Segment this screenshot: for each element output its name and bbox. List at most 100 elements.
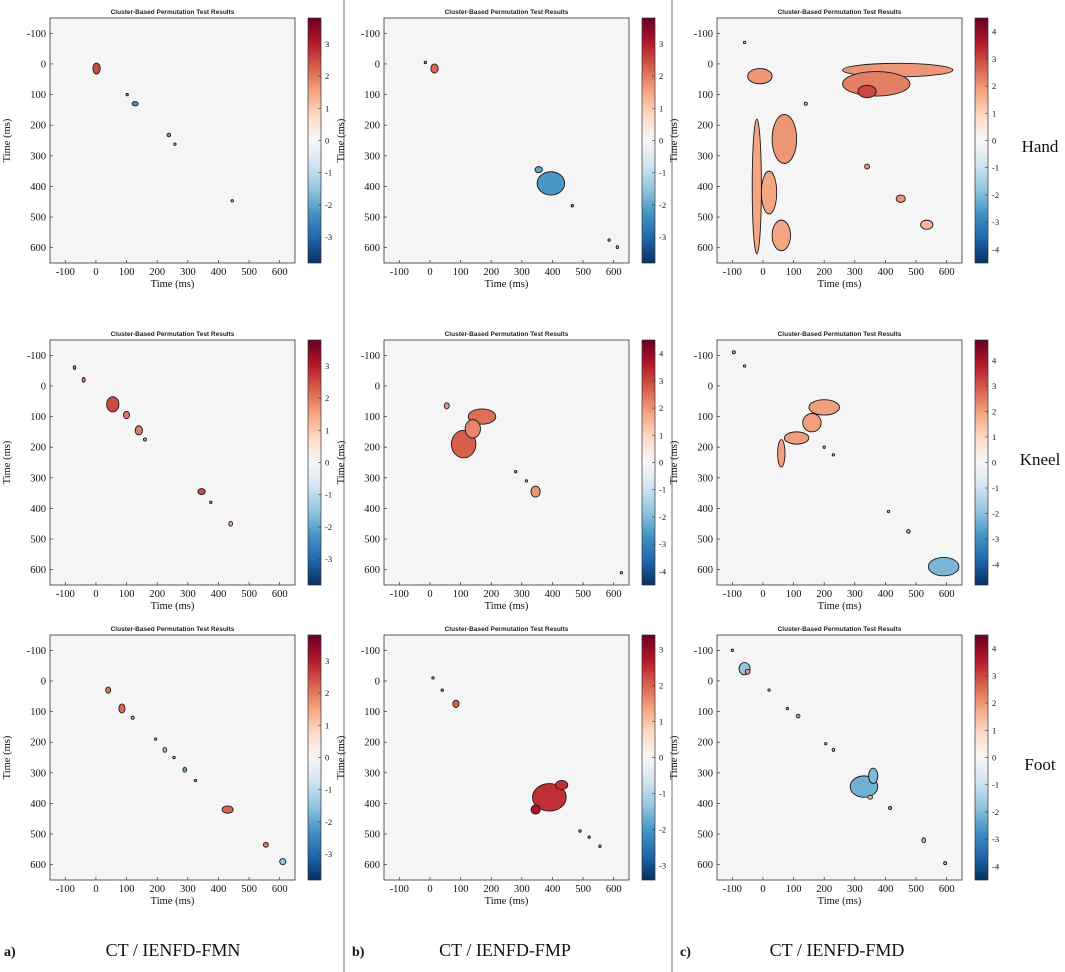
panels: -100 0 100 200 300 400 500 600-1000100200300400… [2, 9, 1000, 907]
colorbar-tick-label: -3 [992, 217, 999, 227]
figure-labels: Hand Kneel Foot a) b) c) CT / IENFD-FMN CT / IE… [4, 137, 1061, 960]
plot-area [50, 340, 295, 585]
plot-title: Cluster-Based Permutation Test Results [445, 626, 569, 633]
axes-frame [49, 634, 296, 881]
cluster-4 [767, 688, 771, 692]
cluster-4 [802, 413, 822, 433]
y-tick-label: 300 [697, 768, 713, 779]
x-axis-label: Time (ms) [485, 601, 529, 612]
axes-frame [383, 339, 630, 586]
cluster-7 [822, 445, 826, 449]
x-tick-label: 500 [908, 589, 924, 600]
y-tick-label: 200 [30, 443, 46, 454]
y-tick-label: 600 [364, 565, 380, 576]
clusters [92, 62, 234, 203]
cluster-10 [920, 219, 934, 230]
cluster-7 [524, 479, 529, 483]
colorbar-tick-label: 2 [659, 680, 663, 690]
x-tick-label: 300 [514, 884, 530, 895]
cluster-2 [423, 60, 428, 65]
x-tick-label: 200 [149, 589, 165, 600]
cluster-5 [162, 746, 168, 753]
y-tick-label: 400 [697, 504, 713, 515]
x-axis-label: Time (ms) [151, 601, 195, 612]
cluster-4 [443, 402, 450, 410]
plot-title: Cluster-Based Permutation Test Results [445, 331, 569, 338]
x-tick-label: 500 [241, 589, 257, 600]
cluster-8 [209, 500, 213, 504]
cluster-6 [172, 755, 176, 760]
cluster-6 [514, 470, 518, 474]
y-tick-label: 400 [697, 182, 713, 193]
clusters [423, 60, 620, 250]
column-dividers [343, 0, 673, 972]
y-tick-label: 0 [41, 381, 46, 392]
x-tick-label: 100 [453, 589, 469, 600]
y-tick-label: 500 [30, 213, 46, 224]
x-tick-label: 100 [119, 589, 135, 600]
x-tick-label: 400 [545, 884, 561, 895]
y-tick-label: 0 [708, 59, 713, 70]
x-tick-label: 300 [514, 589, 530, 600]
y-tick-label: 0 [375, 676, 380, 687]
x-tick-label: -100 [56, 267, 75, 278]
x-tick-label: 0 [760, 884, 765, 895]
x-tick-label: -100 [390, 589, 409, 600]
colorbar-tick-label: -1 [992, 163, 999, 173]
y-tick-label: 400 [364, 504, 380, 515]
y-tick-label: 100 [697, 412, 713, 423]
axes-frame [716, 339, 963, 586]
heatmap-c-kneel: -100 0 100 200 300 400 500 600 -100 0 100 200 300 400… [669, 331, 1000, 612]
x-tick-label: 0 [93, 589, 98, 600]
x-tick-label: 400 [878, 589, 894, 600]
cluster-4 [154, 737, 158, 741]
x-tick-label: 200 [483, 884, 499, 895]
cluster-3 [857, 84, 877, 99]
x-tick-label: 200 [483, 267, 499, 278]
cluster-6 [777, 439, 786, 468]
y-tick-label: 600 [697, 860, 713, 871]
cluster-1 [731, 350, 736, 355]
x-axis-label: Time (ms) [818, 279, 862, 290]
y-tick-label: 100 [30, 412, 46, 423]
column-title-1: CT / IENFD-FMN [106, 940, 241, 960]
cluster-7 [824, 742, 828, 746]
colorbar-tick-label: -1 [992, 780, 999, 790]
colorbar-tick-label: -3 [325, 232, 332, 242]
colorbar-tick-label: 1 [992, 725, 996, 735]
y-tick-label: 600 [364, 860, 380, 871]
plot-title: Cluster-Based Permutation Test Results [778, 331, 902, 338]
y-tick-label: 300 [697, 151, 713, 162]
cluster-14 [943, 861, 948, 866]
cluster-13 [921, 837, 927, 844]
cluster-10 [868, 767, 879, 784]
y-tick-label: 500 [364, 830, 380, 841]
y-tick-label: 200 [364, 443, 380, 454]
x-tick-label: 400 [211, 884, 227, 895]
y-tick-label: 300 [364, 768, 380, 779]
colorbar-tick-label: -3 [992, 534, 999, 544]
heatmap-b-kneel: -100 0 100 200 300 400 500 600 -100 0 100 200 300 400… [336, 331, 667, 612]
y-tick-label: -100 [27, 351, 46, 362]
plot-area [384, 635, 629, 880]
row-label-hand: Hand [1022, 137, 1059, 156]
y-tick-label: 0 [375, 381, 380, 392]
cluster-2 [742, 364, 747, 368]
colorbar-tick-label: 2 [325, 688, 329, 698]
cluster-2 [81, 376, 86, 383]
cluster-9 [228, 520, 233, 527]
x-tick-label: 100 [119, 884, 135, 895]
x-tick-label: 300 [514, 267, 530, 278]
x-tick-label: 300 [847, 884, 863, 895]
colorbar-tick-label: -1 [659, 168, 666, 178]
cluster-3 [106, 396, 120, 413]
panel-letter-1: a) [4, 945, 16, 960]
x-tick-label: 600 [606, 884, 622, 895]
cluster-5 [785, 706, 790, 711]
clusters [443, 402, 623, 575]
plot-title: Cluster-Based Permutation Test Results [778, 9, 902, 16]
y-tick-label: 0 [708, 381, 713, 392]
cluster-5 [134, 425, 143, 436]
colorbar-tick-label: 3 [325, 361, 329, 371]
y-tick-label: 100 [697, 90, 713, 101]
